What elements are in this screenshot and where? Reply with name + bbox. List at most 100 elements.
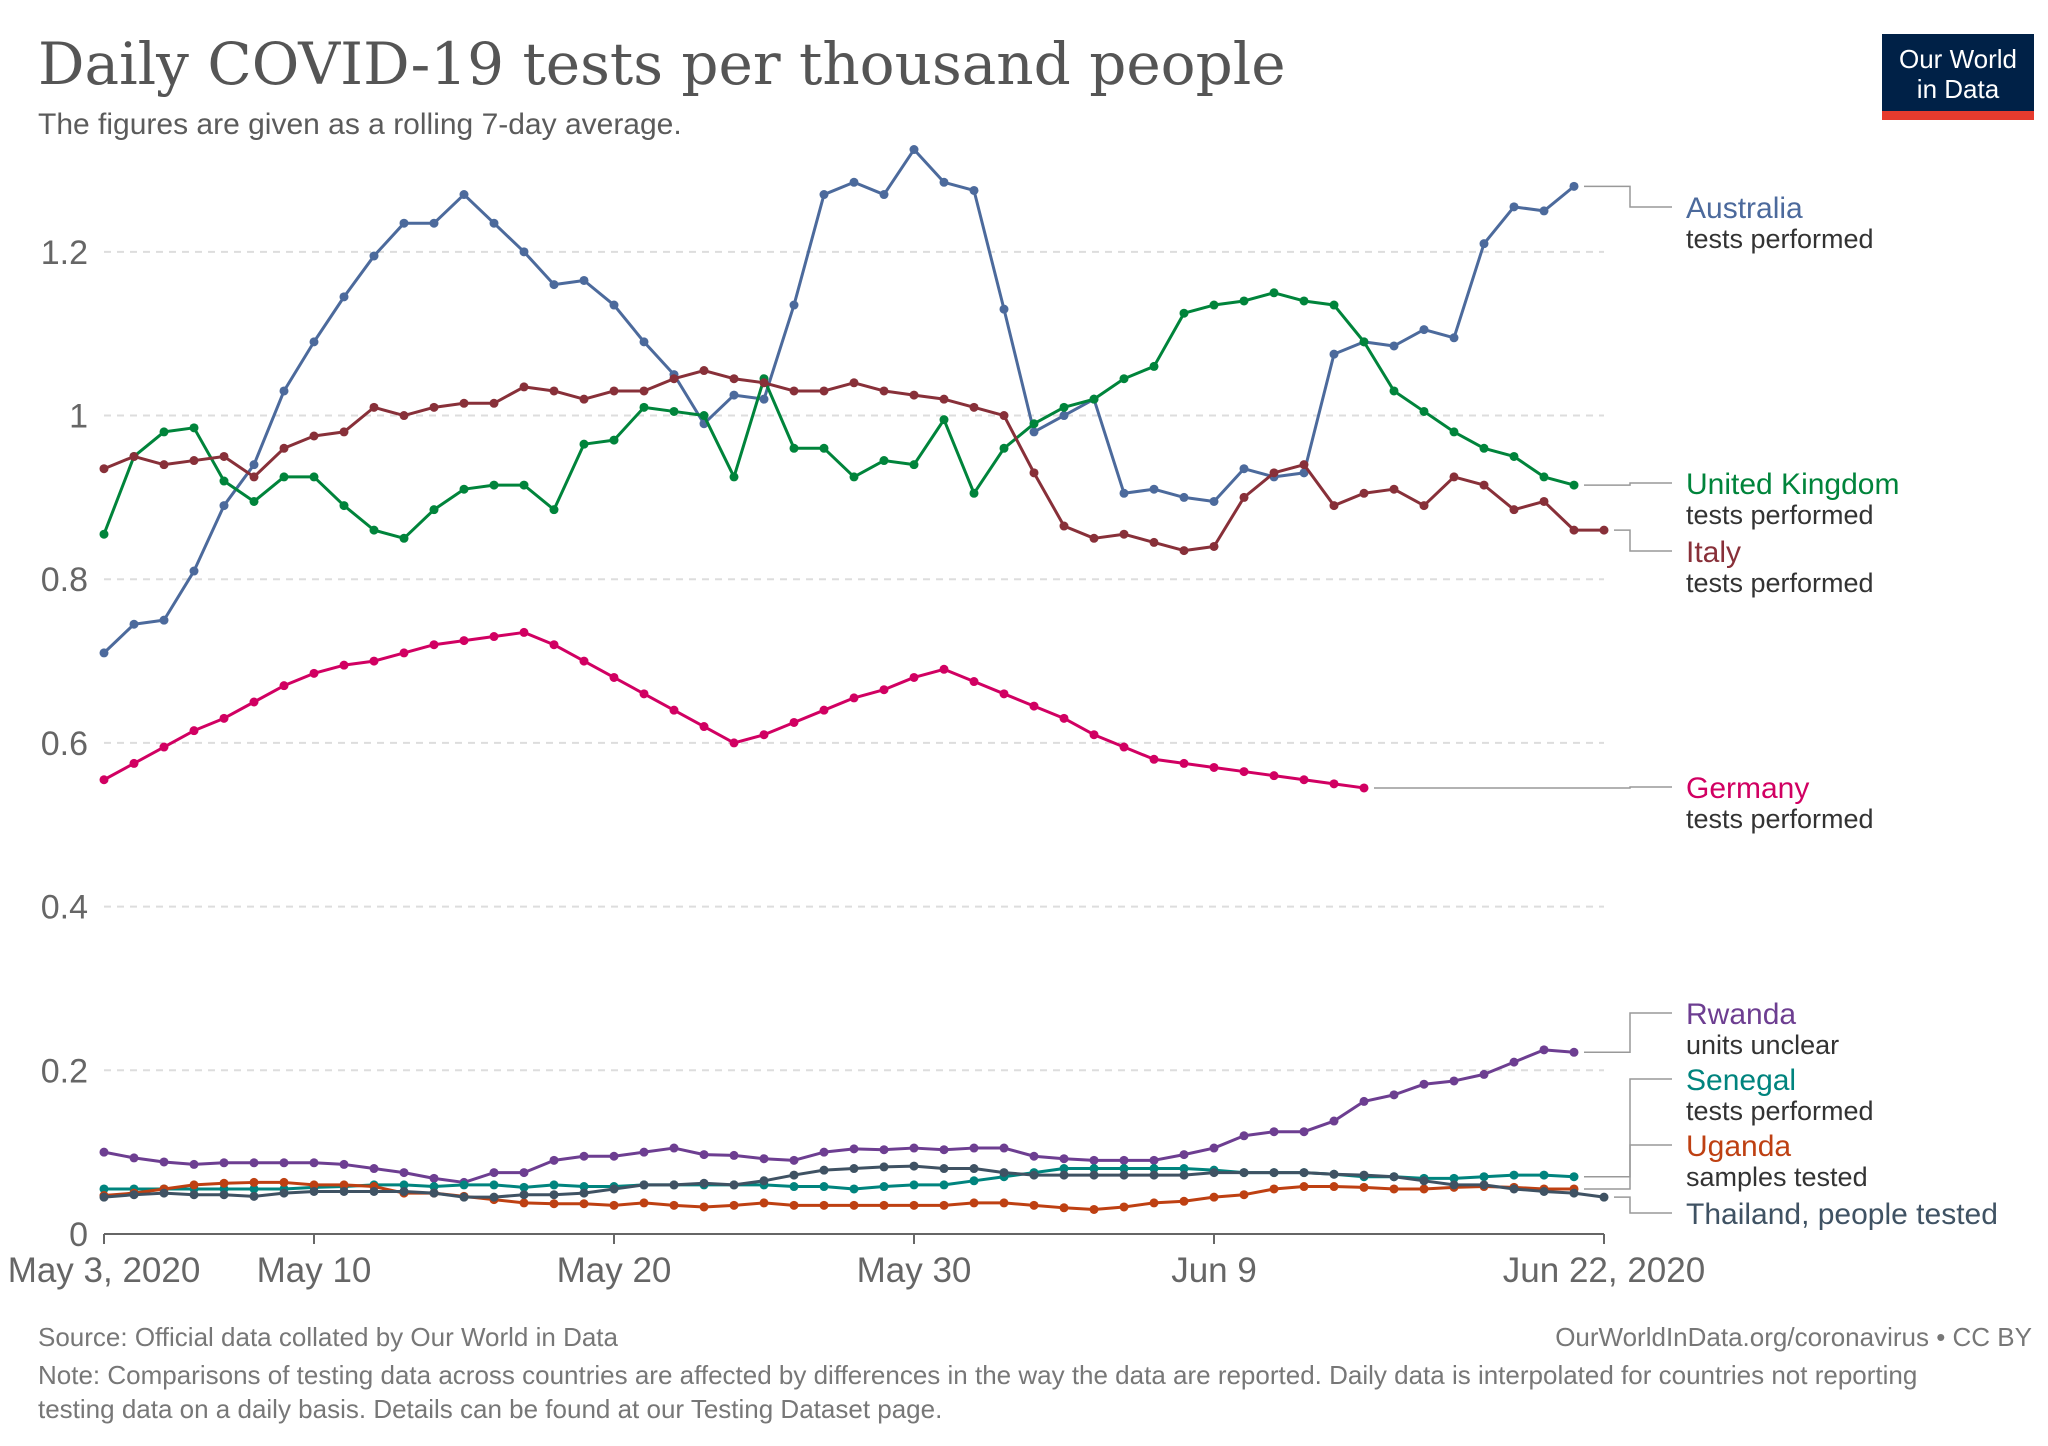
data-point-thailand [1149, 1170, 1159, 1180]
data-point-rwanda [729, 1150, 739, 1160]
data-point-uganda [549, 1199, 559, 1209]
site-link[interactable]: OurWorldInData.org/coronavirus • CC BY [1555, 1322, 2032, 1352]
data-point-rwanda [669, 1143, 679, 1153]
data-point-germany [909, 672, 919, 682]
data-point-rwanda [1059, 1154, 1069, 1164]
data-point-united-kingdom [1509, 451, 1519, 461]
data-point-australia [1059, 411, 1069, 421]
data-point-italy [159, 460, 169, 470]
data-point-rwanda [909, 1143, 919, 1153]
data-point-united-kingdom [669, 406, 679, 416]
x-tick-label: May 3, 2020 [8, 1251, 201, 1290]
data-point-italy [429, 402, 439, 412]
data-point-italy [729, 374, 739, 384]
legend-label: Thailand, people tested [1686, 1198, 1998, 1231]
data-point-italy [1329, 501, 1339, 511]
data-point-australia [1389, 341, 1399, 351]
data-point-uganda [669, 1200, 679, 1210]
data-point-rwanda [819, 1147, 829, 1157]
data-point-rwanda [879, 1145, 889, 1155]
data-point-australia [759, 394, 769, 404]
data-point-senegal [1449, 1173, 1459, 1183]
data-point-germany [879, 685, 889, 695]
data-point-thailand [1419, 1176, 1429, 1186]
series-line-uganda [103, 1180, 1574, 1211]
data-point-senegal [939, 1180, 949, 1190]
note-text: Note: Comparisons of testing data across… [38, 1360, 1918, 1424]
series-united-kingdom [99, 288, 1579, 543]
data-point-italy [939, 394, 949, 404]
data-point-thailand [1089, 1170, 1099, 1180]
data-point-italy [549, 386, 559, 396]
data-point-italy [1149, 537, 1159, 547]
data-point-australia [999, 304, 1009, 314]
y-tick-label: 0.2 [41, 1052, 88, 1090]
data-point-uganda [309, 1180, 319, 1190]
data-point-thailand [879, 1162, 889, 1172]
data-point-senegal [459, 1180, 469, 1190]
data-point-italy [1209, 541, 1219, 551]
data-point-uganda [1179, 1196, 1189, 1206]
data-point-united-kingdom [369, 525, 379, 535]
data-point-thailand [1209, 1168, 1219, 1178]
data-point-germany [579, 656, 589, 666]
data-point-rwanda [1329, 1116, 1339, 1126]
data-point-united-kingdom [339, 501, 349, 511]
data-point-united-kingdom [609, 435, 619, 445]
data-point-germany [1149, 754, 1159, 764]
data-point-united-kingdom [1059, 402, 1069, 412]
data-point-italy [519, 382, 529, 392]
data-point-rwanda [1239, 1131, 1249, 1141]
data-point-thailand [279, 1188, 289, 1198]
data-point-uganda [639, 1198, 649, 1208]
data-point-italy [819, 386, 829, 396]
data-point-australia [369, 251, 379, 261]
data-point-italy [129, 451, 139, 461]
data-point-rwanda [1449, 1076, 1459, 1086]
data-point-united-kingdom [219, 476, 229, 486]
data-point-thailand [699, 1178, 709, 1188]
data-point-united-kingdom [1359, 337, 1369, 347]
data-point-germany [1239, 767, 1249, 777]
data-point-uganda [1359, 1182, 1369, 1192]
data-point-australia [519, 247, 529, 257]
data-point-senegal [849, 1184, 859, 1194]
data-point-rwanda [759, 1154, 769, 1164]
data-point-italy [1179, 546, 1189, 556]
data-point-australia [99, 648, 109, 658]
data-point-australia [309, 337, 319, 347]
data-point-italy [999, 411, 1009, 421]
data-point-united-kingdom [849, 472, 859, 482]
data-point-rwanda [159, 1157, 169, 1167]
x-tick-label: May 10 [257, 1251, 372, 1290]
data-point-thailand [1179, 1170, 1189, 1180]
data-point-australia [429, 218, 439, 228]
data-point-senegal [99, 1184, 109, 1194]
data-point-united-kingdom [99, 529, 109, 539]
data-point-uganda [729, 1200, 739, 1210]
data-point-germany [279, 681, 289, 691]
series-thailand [99, 1161, 1609, 1202]
owid-logo[interactable]: Our World in Data [1882, 34, 2034, 120]
series-line-united-kingdom [102, 291, 1575, 540]
data-point-thailand [669, 1180, 679, 1190]
data-point-italy [369, 402, 379, 412]
data-point-uganda [1299, 1182, 1309, 1192]
data-point-germany [309, 668, 319, 678]
data-point-germany [1029, 701, 1039, 711]
data-point-thailand [909, 1161, 919, 1171]
data-point-thailand [759, 1176, 769, 1186]
data-point-uganda [219, 1178, 229, 1188]
data-point-italy [339, 427, 349, 437]
data-point-germany [669, 705, 679, 715]
data-point-germany [219, 713, 229, 723]
data-point-australia [1479, 239, 1489, 249]
data-point-australia [1509, 202, 1519, 212]
data-point-united-kingdom [309, 472, 319, 482]
data-point-rwanda [309, 1158, 319, 1168]
data-point-italy [219, 451, 229, 461]
data-point-united-kingdom [189, 423, 199, 433]
data-point-rwanda [609, 1151, 619, 1161]
